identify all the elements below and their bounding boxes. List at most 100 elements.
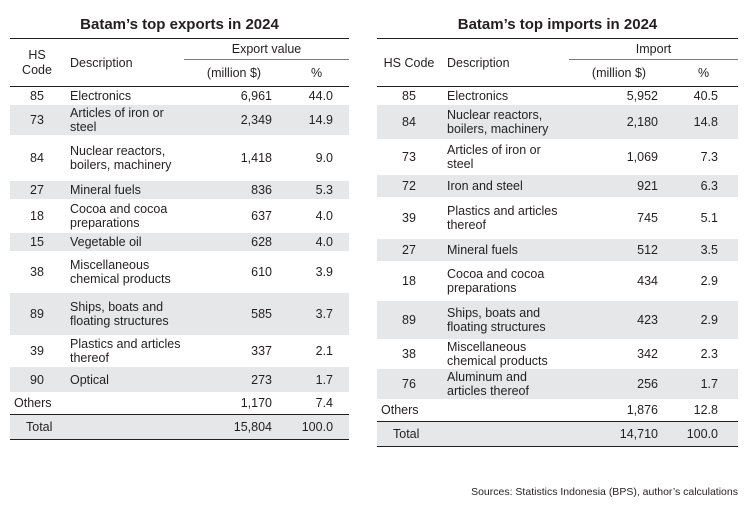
imports-table-body: 85 Electronics 5,952 40.5 84 Nuclear reactors… (377, 86, 738, 447)
exports-panel: Batam’s top exports in 2024 HS Code Descr… (10, 0, 350, 440)
exports-cell-code: 73 (10, 105, 64, 135)
imports-cell-value: 434 (569, 261, 669, 301)
exports-others-label: Others (10, 392, 184, 415)
imports-cell-code: 27 (377, 239, 441, 261)
exports-cell-code: 84 (10, 135, 64, 181)
imports-cell-pct: 2.3 (669, 339, 738, 369)
imports-cell-desc: Aluminum and articles thereof (441, 369, 569, 399)
imports-cell-value: 921 (569, 175, 669, 197)
imports-cell-desc: Miscellaneous chemical products (441, 339, 569, 369)
exports-cell-code: 18 (10, 199, 64, 233)
exports-cell-desc: Miscellaneous chemical products (64, 251, 184, 293)
exports-table-row: 38 Miscellaneous chemical products 610 3.9 (10, 251, 350, 293)
exports-cell-code: 39 (10, 335, 64, 367)
exports-cell-value: 2,349 (184, 105, 284, 135)
exports-cell-desc: Cocoa and cocoa preparations (64, 199, 184, 233)
imports-table-row: 76 Aluminum and articles thereof 256 1.7 (377, 369, 738, 399)
imports-others-pct: 12.8 (669, 399, 738, 422)
imports-cell-code: 18 (377, 261, 441, 301)
imports-cell-code: 38 (377, 339, 441, 369)
imports-title: Batam’s top imports in 2024 (457, 16, 658, 33)
imports-cell-value: 745 (569, 197, 669, 239)
imports-value-unit-header: (million $) (569, 59, 669, 87)
imports-cell-code: 89 (377, 301, 441, 339)
imports-table-row: 73 Articles of iron or steel 1,069 7.3 (377, 139, 738, 175)
exports-cell-value: 273 (184, 367, 284, 392)
exports-value-unit-header: (million $) (184, 59, 284, 87)
exports-title: Batam’s top exports in 2024 (80, 16, 279, 33)
exports-cell-desc: Optical (64, 367, 184, 392)
imports-description-header: Description (441, 38, 569, 87)
exports-cell-value: 836 (184, 181, 284, 199)
imports-value-group-header: Import (569, 38, 738, 60)
imports-table-row: 72 Iron and steel 921 6.3 (377, 175, 738, 197)
imports-table: HS Code Description Import (million $) %… (377, 38, 738, 447)
exports-table-body: 85 Electronics 6,961 44.0 73 Articles of iron… (10, 86, 350, 440)
exports-cell-value: 1,418 (184, 135, 284, 181)
imports-cell-desc: Articles of iron or steel (441, 139, 569, 175)
imports-hs-code-header: HS Code (377, 38, 441, 87)
imports-cell-pct: 3.5 (669, 239, 738, 261)
exports-table-row: 73 Articles of iron or steel 2,349 14.9 (10, 105, 350, 135)
imports-cell-desc: Nuclear reactors, boilers, machinery (441, 105, 569, 139)
exports-table-row: 84 Nuclear reactors, boilers, machinery 1,… (10, 135, 350, 181)
imports-cell-desc: Ships, boats and floating structures (441, 301, 569, 339)
exports-total-label: Total (10, 414, 184, 440)
imports-cell-code: 76 (377, 369, 441, 399)
imports-table-row: 27 Mineral fuels 512 3.5 (377, 239, 738, 261)
exports-cell-code: 38 (10, 251, 64, 293)
exports-others-pct: 7.4 (284, 392, 350, 415)
exports-cell-desc: Vegetable oil (64, 233, 184, 251)
exports-cell-code: 27 (10, 181, 64, 199)
imports-table-row: 18 Cocoa and cocoa preparations 434 2.9 (377, 261, 738, 301)
exports-total-row: Total 15,804 100.0 (10, 414, 350, 440)
exports-cell-value: 6,961 (184, 86, 284, 105)
exports-table: HS Code Description Export value (million… (10, 38, 350, 440)
imports-cell-desc: Cocoa and cocoa preparations (441, 261, 569, 301)
exports-table-row: 18 Cocoa and cocoa preparations 637 4.0 (10, 199, 350, 233)
source-note: Sources: Statistics Indonesia (BPS), aut… (471, 486, 738, 498)
exports-description-header: Description (64, 38, 184, 87)
exports-cell-code: 89 (10, 293, 64, 335)
exports-cell-desc: Electronics (64, 86, 184, 105)
imports-cell-desc: Electronics (441, 86, 569, 105)
imports-pct-header: % (669, 59, 738, 87)
imports-cell-value: 342 (569, 339, 669, 369)
exports-cell-pct: 44.0 (284, 86, 350, 105)
imports-table-row: 85 Electronics 5,952 40.5 (377, 86, 738, 105)
imports-cell-code: 84 (377, 105, 441, 139)
exports-pct-header: % (284, 59, 350, 87)
imports-others-value: 1,876 (569, 399, 669, 422)
imports-cell-desc: Plastics and articles thereof (441, 197, 569, 239)
exports-hs-code-header-text: HS Code (22, 47, 52, 77)
exports-cell-value: 637 (184, 199, 284, 233)
imports-cell-code: 85 (377, 86, 441, 105)
imports-total-row: Total 14,710 100.0 (377, 421, 738, 447)
imports-cell-value: 5,952 (569, 86, 669, 105)
exports-table-row: 85 Electronics 6,961 44.0 (10, 86, 350, 105)
exports-table-row: 15 Vegetable oil 628 4.0 (10, 233, 350, 251)
exports-cell-code: 15 (10, 233, 64, 251)
exports-table-row: 27 Mineral fuels 836 5.3 (10, 181, 350, 199)
exports-cell-code: 90 (10, 367, 64, 392)
imports-cell-pct: 1.7 (669, 369, 738, 399)
exports-cell-pct: 1.7 (284, 367, 350, 392)
exports-value-group-header: Export value (184, 38, 350, 60)
imports-cell-code: 72 (377, 175, 441, 197)
exports-cell-pct: 3.7 (284, 293, 350, 335)
exports-cell-desc: Plastics and articles thereof (64, 335, 184, 367)
imports-table-row: 89 Ships, boats and floating structures 42… (377, 301, 738, 339)
exports-cell-pct: 3.9 (284, 251, 350, 293)
exports-cell-pct: 9.0 (284, 135, 350, 181)
imports-cell-pct: 40.5 (669, 86, 738, 105)
exports-table-row: 39 Plastics and articles thereof 337 2.1 (10, 335, 350, 367)
exports-table-row: 89 Ships, boats and floating structures 58… (10, 293, 350, 335)
imports-cell-value: 1,069 (569, 139, 669, 175)
exports-others-value: 1,170 (184, 392, 284, 415)
exports-cell-value: 610 (184, 251, 284, 293)
exports-cell-desc: Articles of iron or steel (64, 105, 184, 135)
imports-cell-code: 73 (377, 139, 441, 175)
imports-total-label: Total (377, 421, 569, 447)
imports-cell-code: 39 (377, 197, 441, 239)
exports-cell-pct: 4.0 (284, 199, 350, 233)
